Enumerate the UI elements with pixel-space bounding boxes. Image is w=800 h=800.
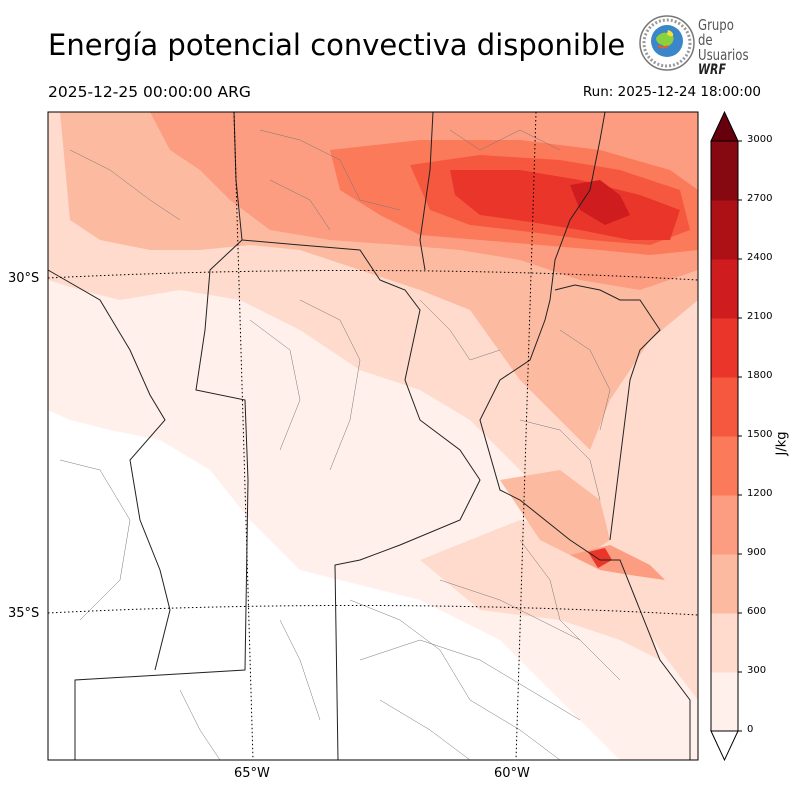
globe-icon — [639, 15, 695, 71]
graticule — [47, 111, 699, 761]
colorbar-segment — [711, 377, 738, 437]
colorbar-segment — [711, 436, 738, 496]
colorbar-tick-label: 1800 — [747, 370, 773, 381]
page-title: Energía potencial convectiva disponible — [48, 28, 626, 62]
colorbar-extend-max — [710, 110, 739, 142]
colorbar-extend-min — [710, 730, 739, 762]
logo-line-3: WRF — [698, 62, 726, 78]
lat-label-35s: 35°S — [8, 606, 40, 621]
colorbar-segment — [711, 672, 738, 732]
colorbar-tick-label: 900 — [747, 547, 767, 558]
colorbar-segment — [711, 141, 738, 201]
run-time-label: Run: 2025-12-24 18:00:00 — [582, 84, 761, 100]
colorbar-segment — [711, 613, 738, 673]
colorbar-segment — [711, 200, 738, 260]
department-borders — [59, 129, 621, 761]
colorbar-tick-label: 0 — [747, 724, 754, 735]
map-frame — [47, 111, 699, 761]
province-borders — [47, 111, 691, 761]
colorbar-tick-label: 1200 — [747, 488, 773, 499]
colorbar-tick-label: 2400 — [747, 252, 773, 263]
logo-line-1: Grupo de — [698, 16, 734, 49]
colorbar-segment — [711, 259, 738, 319]
colorbar-tick-label: 2700 — [747, 193, 773, 204]
lon-label-65w: 65°W — [234, 766, 270, 781]
colorbar-segment — [711, 318, 738, 378]
colorbar-segment — [711, 554, 738, 614]
colorbar-tick-label: 600 — [747, 606, 767, 617]
colorbar-tick-label: 1500 — [747, 429, 773, 440]
colorbar-tick-label: 2100 — [747, 311, 773, 322]
lon-label-60w: 60°W — [494, 766, 530, 781]
wrf-users-logo: Grupo de Usuarios WRF — [638, 14, 758, 78]
valid-time-label: 2025-12-25 00:00:00 ARG — [48, 83, 251, 101]
colorbar-unit-label: J/kg — [774, 431, 790, 456]
lat-label-30s: 30°S — [8, 271, 40, 286]
colorbar-tick-label: 3000 — [747, 134, 773, 145]
colorbar-segment — [711, 495, 738, 555]
cape-field — [48, 112, 698, 760]
colorbar-tick-label: 300 — [747, 665, 767, 676]
logo-line-2: Usuarios — [698, 46, 749, 64]
colorbar — [710, 110, 742, 762]
